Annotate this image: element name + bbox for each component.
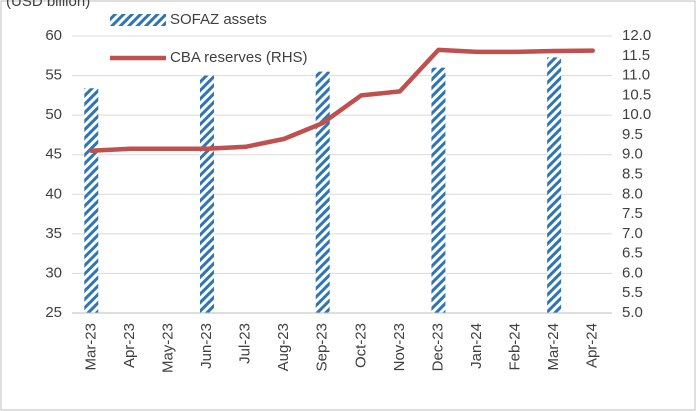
x-tick-label: Apr-23 [121,323,138,368]
x-tick-label: May-23 [159,323,176,373]
y2-tick-label: 6.5 [622,245,643,262]
bar [315,71,330,313]
y2-tick-label: 5.5 [622,284,643,301]
y2-tick-label: 9.0 [622,146,643,163]
bar [431,67,446,314]
bar [547,57,562,313]
y2-tick-label: 10.5 [622,86,651,103]
bar [84,88,99,313]
x-tick-label: Apr-24 [584,323,601,368]
y2-tick-label: 11.0 [622,67,650,84]
subtitle: (USD billion) [6,0,90,10]
x-tick-label: Aug-23 [275,323,292,371]
y2-tick-label: 9.5 [622,126,643,143]
x-tick-label: Feb-24 [507,323,524,371]
y2-tick-label: 8.0 [622,185,643,202]
legend-label: CBA reserves (RHS) [170,49,308,66]
y-tick-label: 40 [45,185,62,202]
y-tick-label: 25 [45,304,62,321]
line [89,47,595,154]
y2-tick-label: 7.0 [622,225,643,242]
y2-tick-label: 11.5 [622,47,650,64]
y2-tick-label: 7.5 [622,205,643,222]
x-tick-label: Dec-23 [429,323,446,371]
x-tick-label: Mar-24 [545,323,562,371]
y-tick-label: 55 [45,67,62,84]
x-tick-label: Oct-23 [352,323,369,368]
x-tick-label: Jan-24 [468,323,485,369]
y2-tick-label: 8.5 [622,165,643,182]
bar [200,75,214,313]
y2-tick-label: 6.0 [622,264,643,281]
x-tick-label: Nov-23 [391,323,408,371]
x-tick-label: Sep-23 [314,323,331,371]
y2-tick-label: 12.0 [622,27,651,44]
x-tick-label: Jul-23 [237,323,254,364]
y-tick-label: 45 [45,146,62,163]
legend-swatch [110,14,166,26]
y2-tick-label: 10.0 [622,106,651,123]
y-tick-label: 30 [45,264,62,281]
y-tick-label: 50 [45,106,62,123]
y-tick-label: 60 [45,27,62,44]
y-tick-label: 35 [45,225,62,242]
x-tick-label: Mar-23 [82,323,99,371]
y2-tick-label: 5.0 [622,304,643,321]
x-tick-label: Jun-23 [198,323,215,369]
legend-label: SOFAZ assets [170,11,267,28]
